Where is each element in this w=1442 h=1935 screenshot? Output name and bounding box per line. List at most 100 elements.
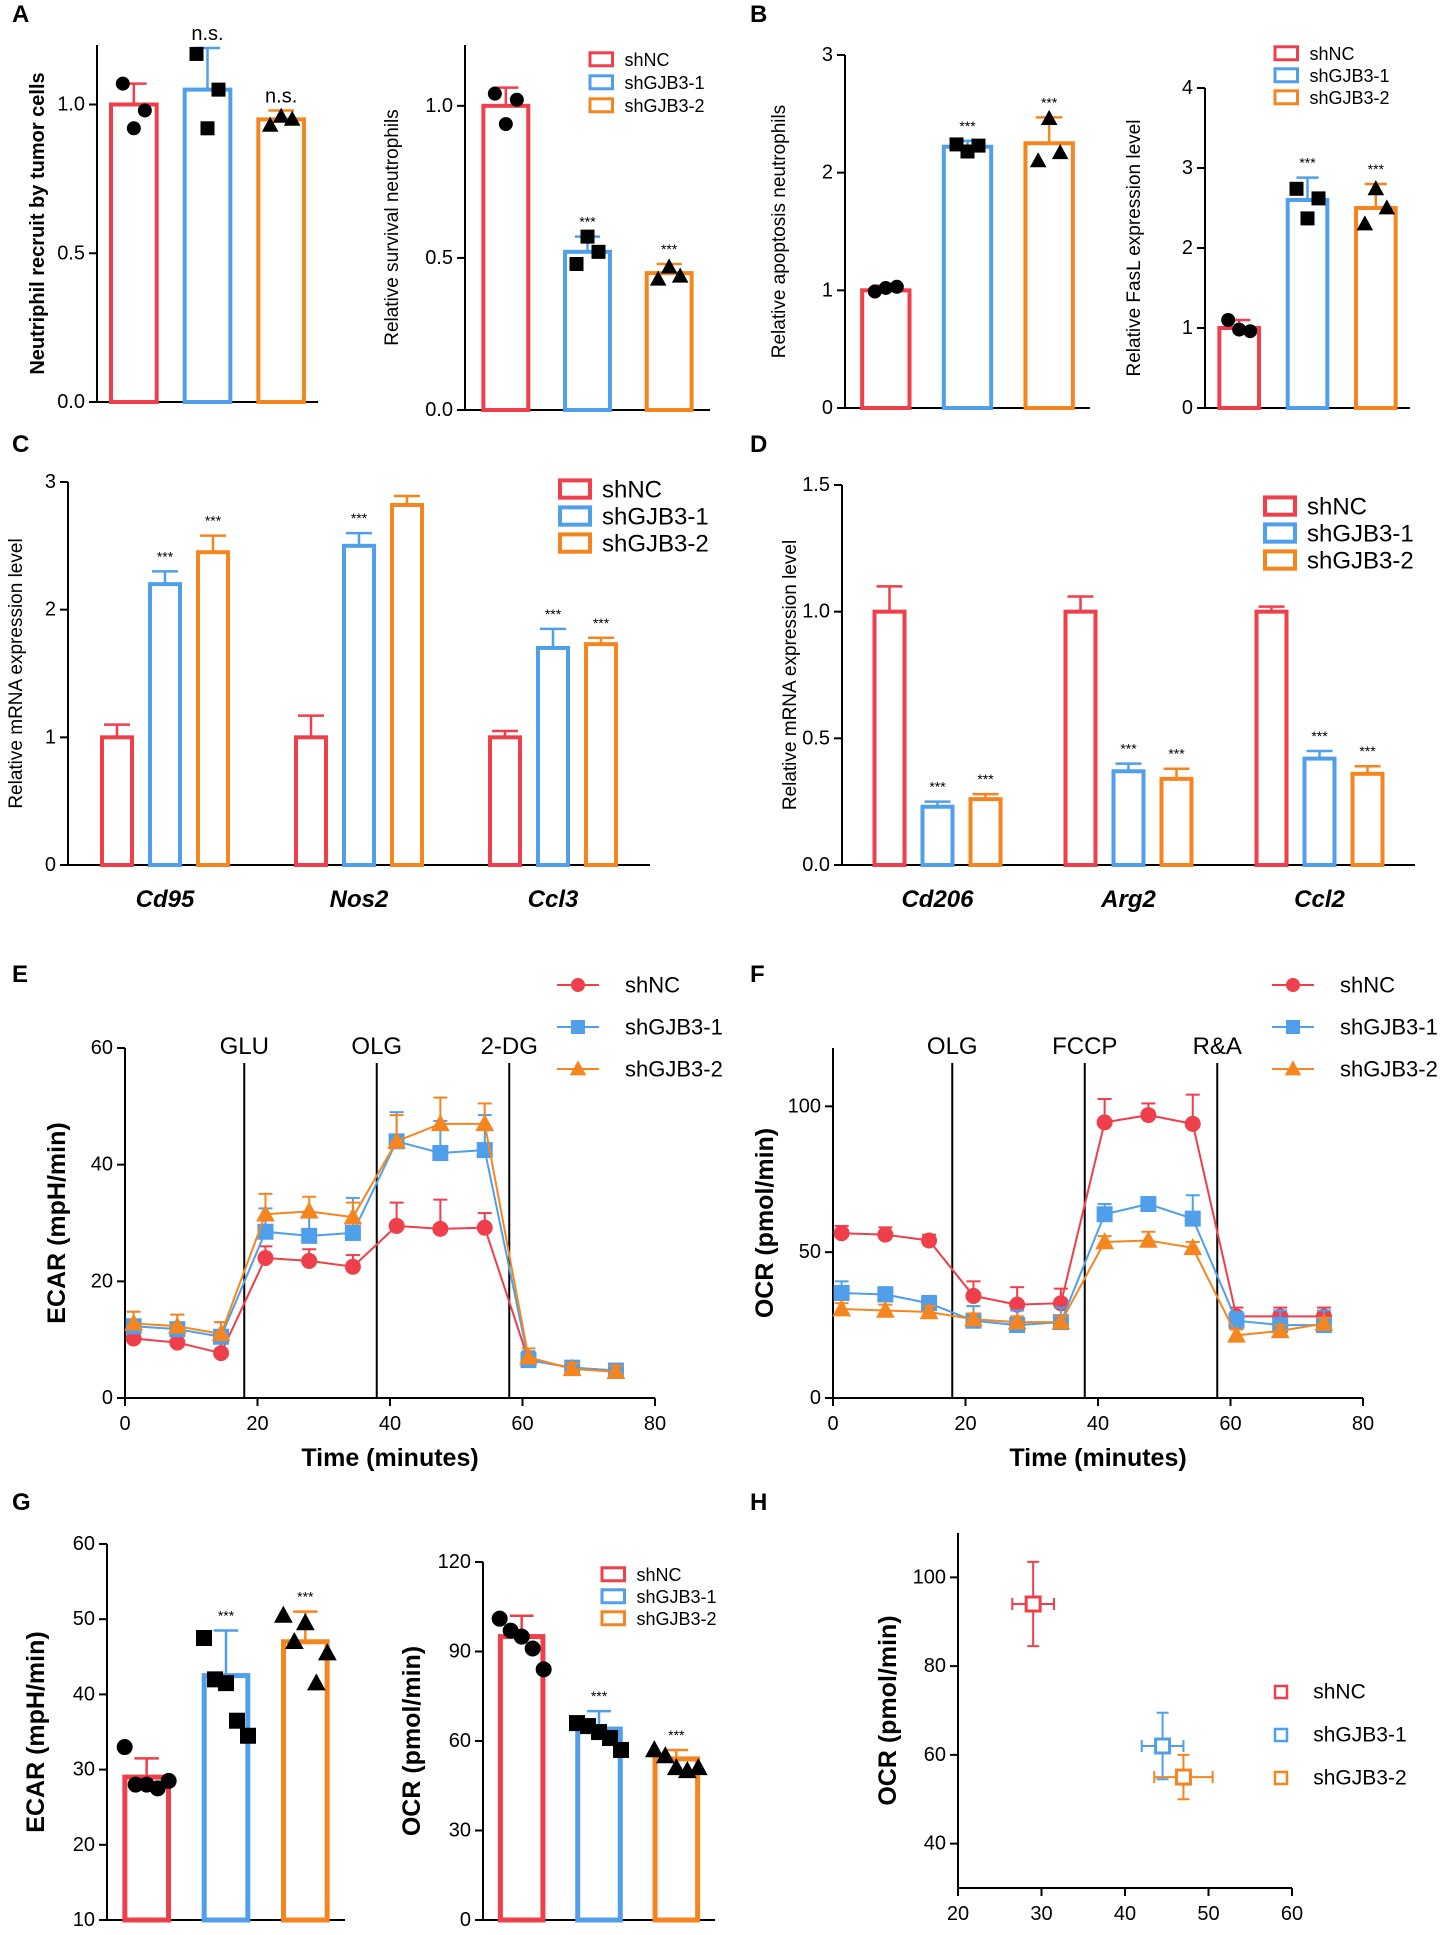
bar-shNC xyxy=(1217,326,1261,410)
data-point-shNC xyxy=(476,1219,493,1236)
y-tick-label: 2 xyxy=(45,599,56,621)
data-point xyxy=(1378,199,1396,215)
data-point xyxy=(160,1772,177,1789)
data-point xyxy=(688,1758,708,1776)
y-tick-label: 80 xyxy=(924,1655,946,1677)
bar-shGJB3-1-Ccl2 xyxy=(1302,756,1337,867)
data-point-shGJB3-1 xyxy=(1140,1196,1157,1213)
bar-shNC-Nos2 xyxy=(294,735,328,867)
y-tick-label: 100 xyxy=(913,1566,946,1588)
data-point xyxy=(149,1780,166,1797)
bar-shGJB3-1-Ccl3 xyxy=(536,645,570,868)
legend-swatch-marker xyxy=(1286,978,1300,992)
significance-label: *** xyxy=(218,1607,235,1623)
data-point-shGJB3-2 xyxy=(562,1359,582,1377)
data-point xyxy=(1221,313,1236,327)
y-axis-title: OCR (pmol/min) xyxy=(751,1128,779,1318)
y-tick-label: 40 xyxy=(924,1833,946,1855)
y-tick-label: 20 xyxy=(91,1270,113,1292)
data-point xyxy=(660,258,678,274)
legend-swatch xyxy=(1263,495,1297,517)
bar-shNC xyxy=(497,1634,546,1923)
legend-swatch xyxy=(558,532,592,554)
x-tick-label: 40 xyxy=(1114,1903,1136,1925)
legend-label: shGJB3-1 xyxy=(602,504,709,531)
x-tick-label: 0 xyxy=(119,1413,130,1435)
legend-swatch xyxy=(588,74,614,91)
data-point xyxy=(655,1746,675,1764)
bar-shNC-Cd95 xyxy=(100,735,134,867)
series-line-shNC xyxy=(133,1224,616,1372)
legend-label: shGJB3-2 xyxy=(1340,1057,1438,1082)
y-tick-label: 90 xyxy=(449,1641,471,1663)
data-point-shGJB3-1 xyxy=(833,1285,850,1301)
panel-label: G xyxy=(12,1489,31,1516)
y-tick-label: 1.5 xyxy=(802,474,830,496)
data-point-shNC xyxy=(1096,1114,1113,1131)
panel-label: A xyxy=(12,1,29,28)
data-point-shGJB3-2 xyxy=(1174,1768,1192,1786)
data-point-shGJB3-2 xyxy=(875,1300,895,1318)
legend-swatch-marker xyxy=(571,1020,585,1034)
data-point-shGJB3-2 xyxy=(1095,1232,1115,1250)
y-tick-label: 50 xyxy=(799,1241,821,1263)
x-tick-label: 80 xyxy=(1352,1413,1374,1435)
bar-shGJB3-2 xyxy=(256,117,307,404)
y-tick-label: 2 xyxy=(1182,237,1193,259)
legend-swatch xyxy=(600,1610,626,1627)
data-point xyxy=(1029,152,1047,168)
y-tick-label: 3 xyxy=(1182,157,1193,179)
significance-label: *** xyxy=(977,771,994,787)
y-axis-title: Relative apoptosis neutrophils xyxy=(769,105,790,359)
legend-label: shNC xyxy=(625,973,680,998)
data-point-shGJB3-1 xyxy=(1184,1210,1201,1227)
legend-label: shGJB3-1 xyxy=(1313,1724,1406,1747)
data-point xyxy=(491,1610,508,1627)
significance-label: *** xyxy=(591,1688,608,1704)
bar-shNC xyxy=(108,102,159,404)
y-tick-label: 3 xyxy=(822,44,833,66)
bar-shNC-Arg2 xyxy=(1063,609,1098,868)
bar-shNC xyxy=(122,1774,171,1923)
data-point-shGJB3-2 xyxy=(1270,1321,1290,1339)
panel-label: E xyxy=(12,961,28,988)
series-line-shGJB3-2 xyxy=(841,1239,1325,1337)
y-tick-label: 1.0 xyxy=(802,601,830,623)
significance-label: *** xyxy=(929,779,946,795)
data-point-shNC xyxy=(344,1258,361,1275)
data-point xyxy=(1243,324,1258,339)
legend-label: shNC xyxy=(1307,494,1367,521)
bar-shGJB3-2 xyxy=(652,1756,701,1923)
data-point-shGJB3-1 xyxy=(1096,1206,1113,1223)
bar-shGJB3-1 xyxy=(941,144,994,410)
y-tick-label: 40 xyxy=(73,1683,95,1705)
y-tick-label: 1 xyxy=(822,279,833,301)
y-tick-label: 0.5 xyxy=(802,727,830,749)
data-point xyxy=(535,1661,552,1678)
legend-label: shGJB3-2 xyxy=(1313,1767,1406,1790)
legend-label: shGJB3-1 xyxy=(625,73,705,93)
data-point xyxy=(284,1631,304,1650)
data-point xyxy=(644,1740,664,1758)
bar-shNC xyxy=(481,103,531,412)
y-tick-label: 0 xyxy=(822,397,833,419)
data-point xyxy=(971,138,986,153)
legend-swatch xyxy=(1273,1727,1289,1743)
data-point xyxy=(200,121,215,136)
x-tick-label: 60 xyxy=(511,1413,533,1435)
significance-label: *** xyxy=(668,1727,685,1743)
x-tick-label: Cd206 xyxy=(901,886,974,913)
data-point xyxy=(889,279,904,294)
data-point xyxy=(306,1673,326,1691)
y-axis-title: Relative FasL expression level xyxy=(1124,120,1145,377)
y-tick-label: 1.0 xyxy=(425,95,453,117)
data-point xyxy=(1289,181,1304,196)
bar-shGJB3-1-Cd206 xyxy=(920,804,955,868)
data-point xyxy=(602,1730,618,1747)
y-tick-label: 20 xyxy=(73,1834,95,1856)
data-point xyxy=(513,1628,530,1645)
data-point xyxy=(295,1613,315,1631)
y-tick-label: 2 xyxy=(822,162,833,184)
panel-label: F xyxy=(750,961,765,988)
y-tick-label: 100 xyxy=(788,1095,821,1117)
